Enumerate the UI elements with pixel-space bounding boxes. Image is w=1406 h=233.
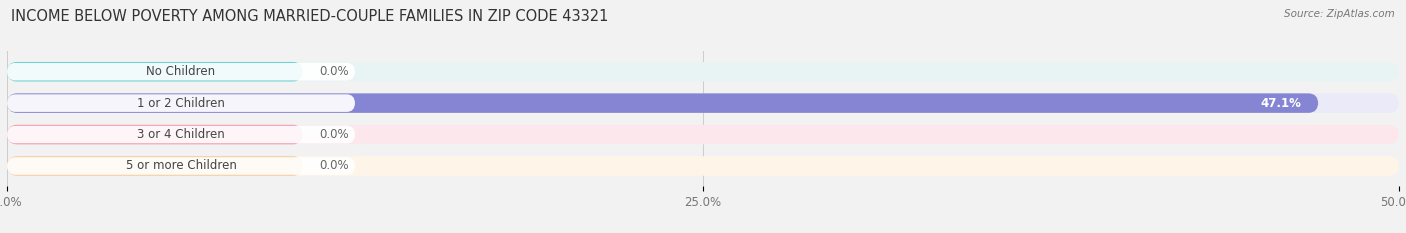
FancyBboxPatch shape [7,62,1399,81]
FancyBboxPatch shape [7,93,1319,113]
FancyBboxPatch shape [7,157,354,175]
FancyBboxPatch shape [7,63,354,80]
FancyBboxPatch shape [7,125,302,144]
Text: 3 or 4 Children: 3 or 4 Children [138,128,225,141]
Text: 0.0%: 0.0% [319,128,349,141]
Text: 0.0%: 0.0% [319,65,349,78]
FancyBboxPatch shape [7,62,302,81]
FancyBboxPatch shape [7,93,1399,113]
FancyBboxPatch shape [7,156,1399,176]
Text: 0.0%: 0.0% [319,159,349,172]
FancyBboxPatch shape [7,94,354,112]
FancyBboxPatch shape [7,156,302,176]
Text: No Children: No Children [146,65,215,78]
Text: 5 or more Children: 5 or more Children [125,159,236,172]
FancyBboxPatch shape [7,126,354,143]
Text: 47.1%: 47.1% [1261,97,1302,110]
Text: Source: ZipAtlas.com: Source: ZipAtlas.com [1284,9,1395,19]
Text: 1 or 2 Children: 1 or 2 Children [138,97,225,110]
FancyBboxPatch shape [7,125,1399,144]
Text: INCOME BELOW POVERTY AMONG MARRIED-COUPLE FAMILIES IN ZIP CODE 43321: INCOME BELOW POVERTY AMONG MARRIED-COUPL… [11,9,609,24]
